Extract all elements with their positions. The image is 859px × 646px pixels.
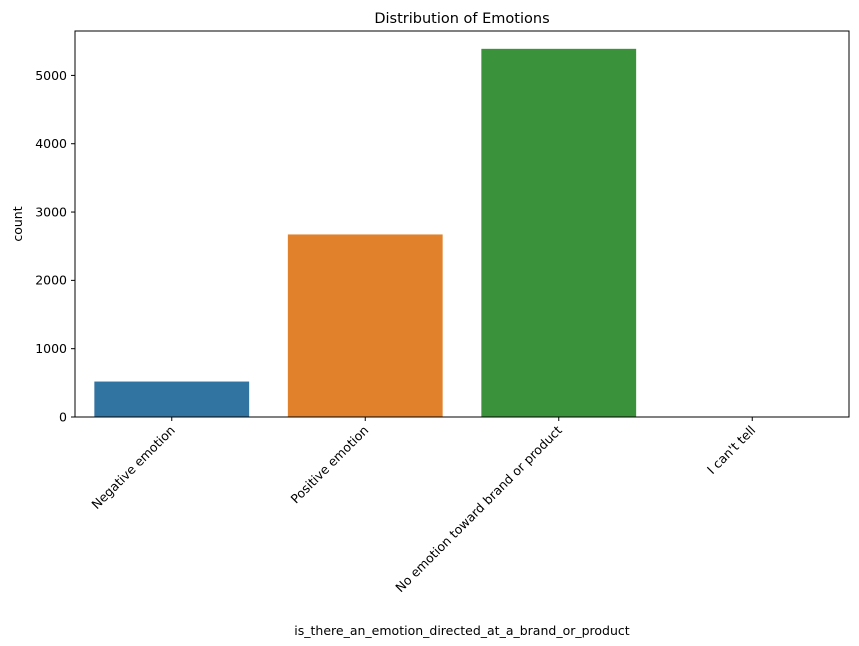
bar-1 [287, 234, 443, 417]
chart-title: Distribution of Emotions [374, 11, 549, 27]
x-axis-label: is_there_an_emotion_directed_at_a_brand_… [294, 623, 629, 638]
x-tick-label: Negative emotion [88, 423, 177, 512]
x-tick-label: I can't tell [704, 423, 758, 477]
y-tick-label: 1000 [35, 341, 67, 356]
x-tick-label: Positive emotion [287, 423, 371, 507]
plot-frame [74, 30, 850, 418]
y-axis-ticks: 0 1000 2000 3000 4000 5000 [35, 68, 75, 424]
x-tick-label: No emotion toward brand or product [392, 422, 565, 595]
y-tick-label: 0 [59, 409, 67, 424]
y-tick-label: 4000 [35, 136, 67, 151]
bar-0 [94, 381, 250, 417]
bars-layer [94, 48, 637, 417]
y-tick-label: 2000 [35, 273, 67, 288]
bar-2 [481, 48, 637, 417]
y-tick-label: 5000 [35, 68, 67, 83]
y-tick-label: 3000 [35, 204, 67, 219]
y-axis-label: count [10, 206, 25, 241]
x-axis-ticks: Negative emotion Positive emotion No emoti… [88, 417, 758, 595]
